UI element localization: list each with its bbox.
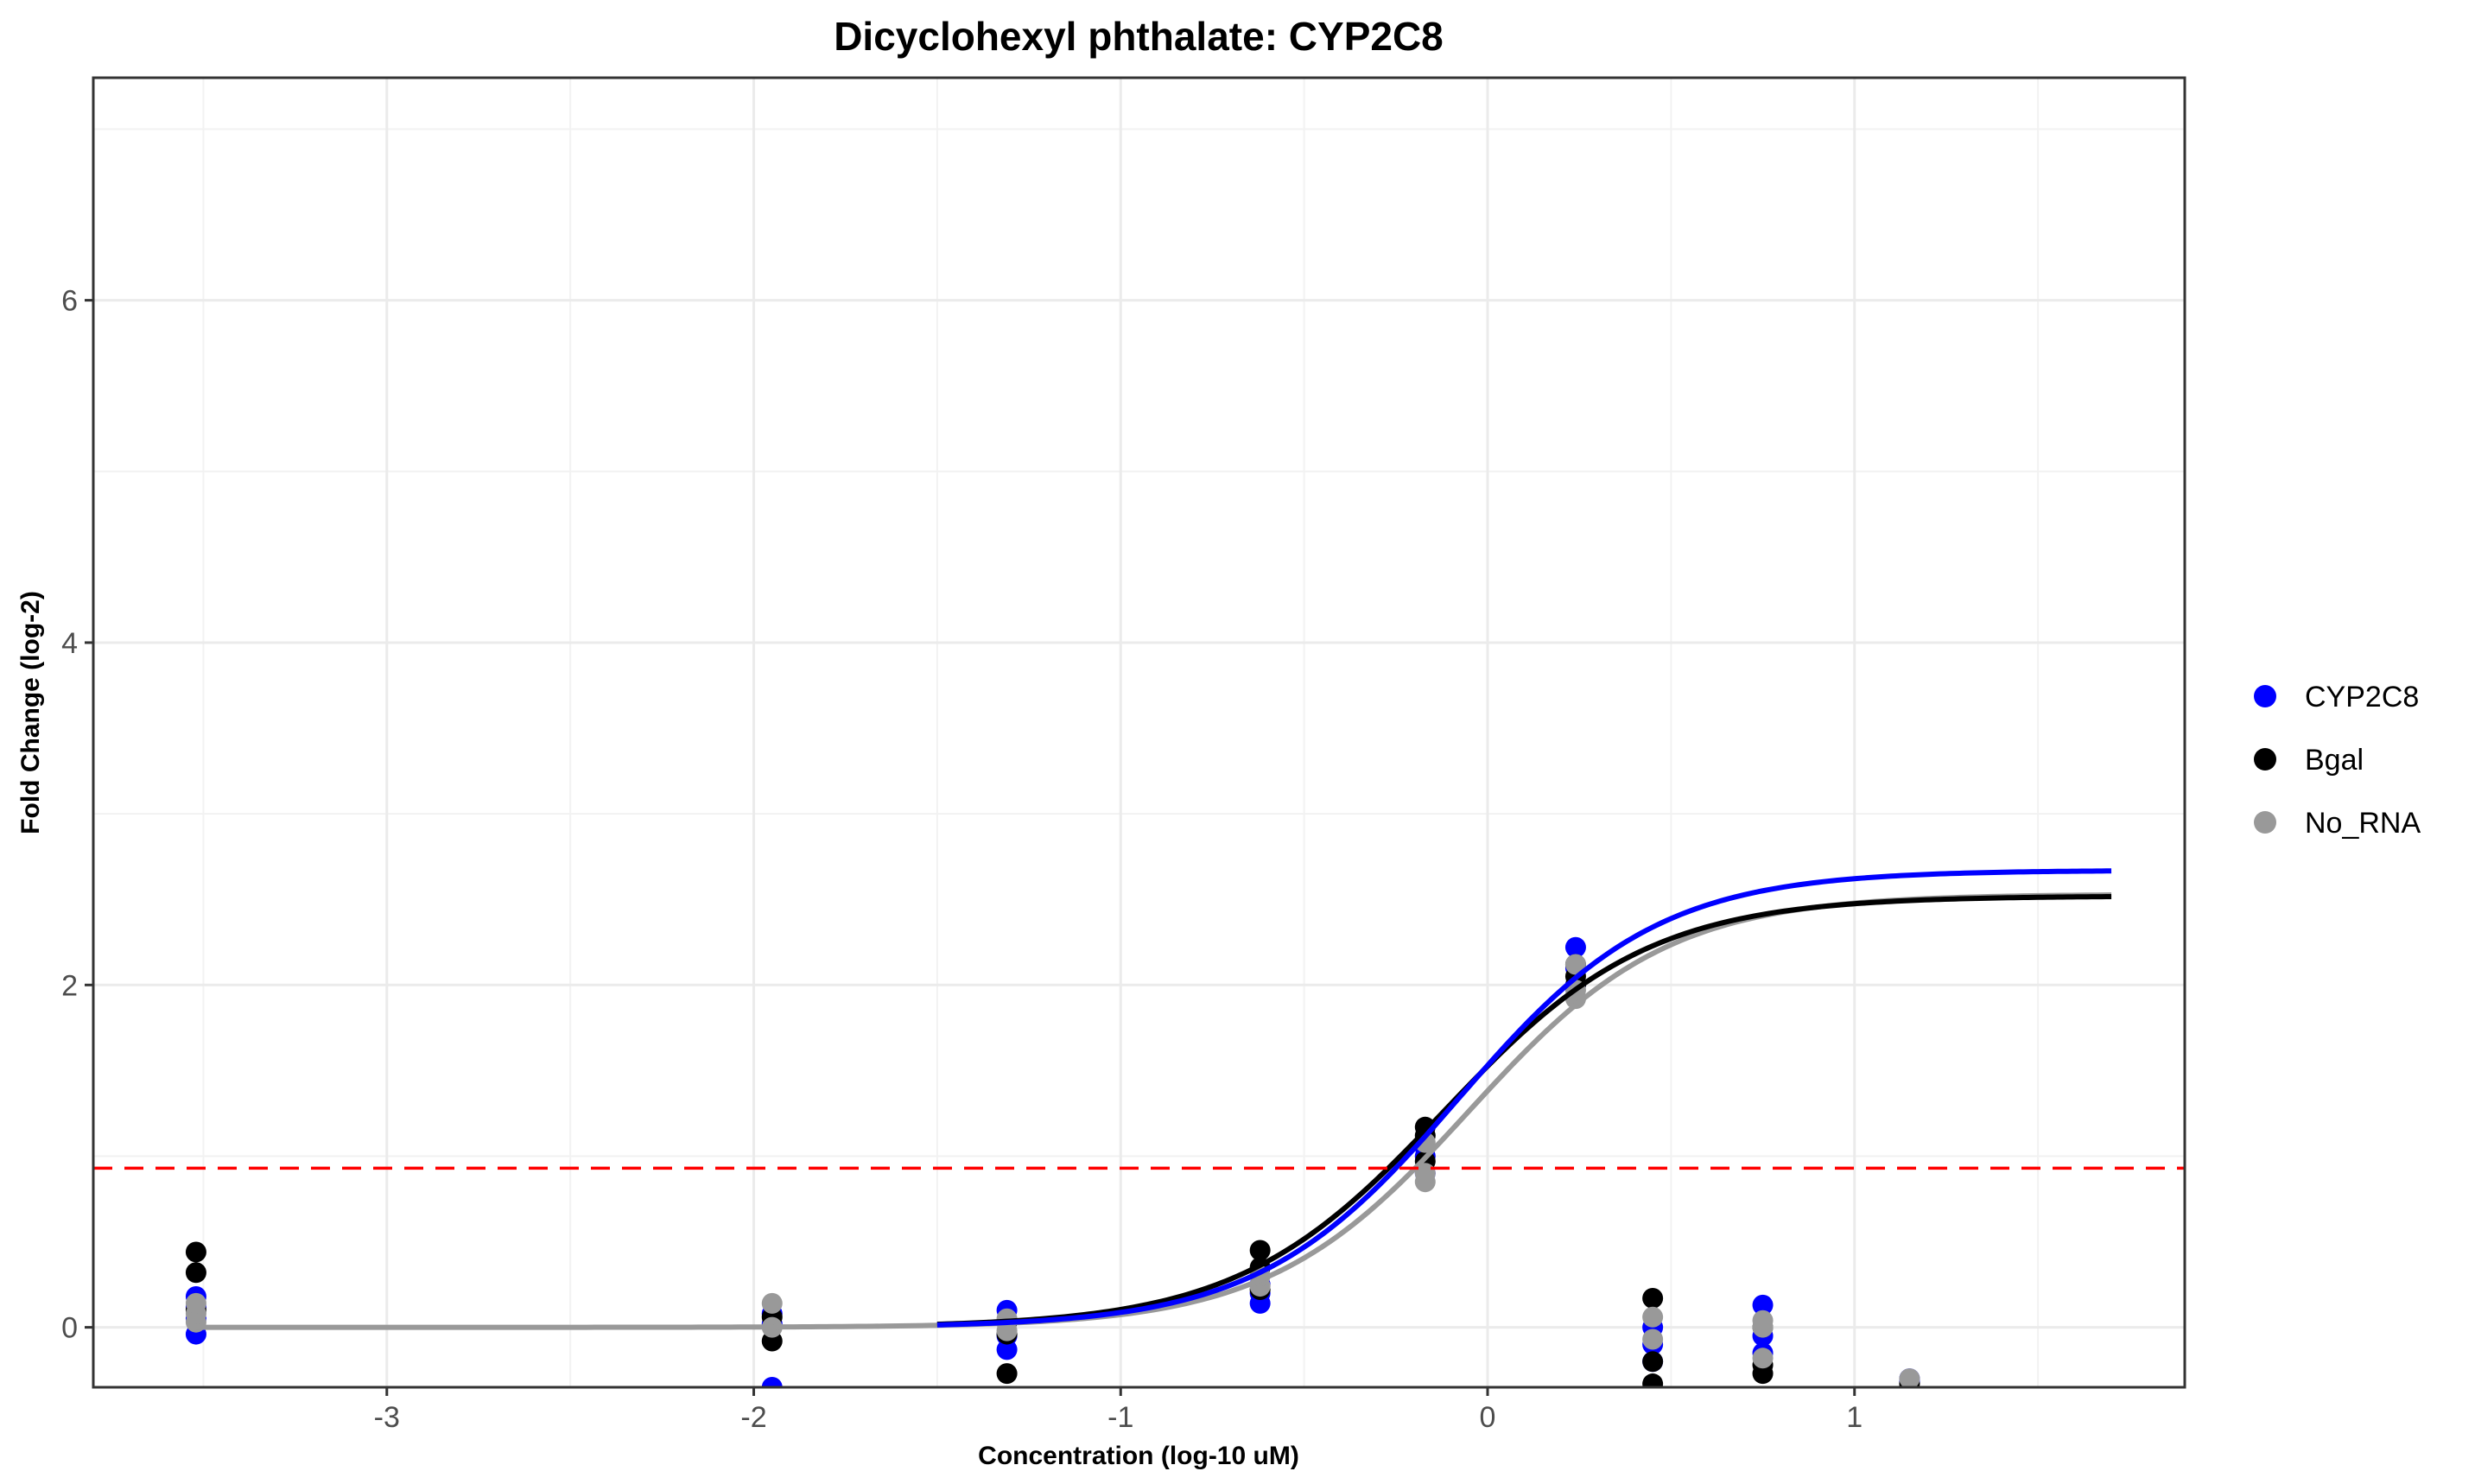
data-point-bgal — [1642, 1351, 1664, 1373]
y-tick-label: 4 — [61, 627, 78, 660]
data-point-no-rna — [185, 1292, 206, 1314]
legend: CYP2C8 Bgal No_RNA — [2254, 681, 2421, 840]
legend-key-bgal — [2254, 748, 2276, 771]
y-tick-label: 0 — [61, 1312, 78, 1345]
y-tick-label: 2 — [61, 969, 78, 1002]
data-point-bgal — [1642, 1287, 1664, 1309]
x-axis-title: Concentration (log-10 uM) — [978, 1442, 1299, 1470]
data-point-no-rna — [1414, 1163, 1436, 1184]
x-tick-label: 0 — [1480, 1401, 1496, 1434]
legend-label: CYP2C8 — [2305, 681, 2419, 713]
data-point-bgal — [1249, 1240, 1271, 1261]
data-point-bgal — [185, 1262, 206, 1284]
data-point-cyp2c8 — [1564, 936, 1586, 958]
y-axis-title: Fold Change (log-2) — [16, 591, 45, 834]
y-tick-label: 6 — [61, 285, 78, 318]
data-point-bgal — [1642, 1373, 1664, 1387]
data-point-bgal — [996, 1363, 1018, 1385]
data-point-cyp2c8 — [761, 1377, 783, 1387]
legend-label: No_RNA — [2305, 807, 2421, 840]
data-point-cyp2c8 — [1752, 1294, 1774, 1316]
data-point-no-rna — [1642, 1306, 1664, 1328]
chart-title: Dicyclohexyl phthalate: CYP2C8 — [834, 14, 1444, 59]
data-point-no-rna — [1752, 1348, 1774, 1369]
panel-border — [92, 76, 2186, 1389]
data-point-no-rna — [1899, 1368, 1920, 1387]
data-point-bgal — [185, 1241, 206, 1263]
data-point-no-rna — [1752, 1310, 1774, 1331]
data-point-no-rna — [1642, 1329, 1664, 1350]
legend-key-cyp2c8 — [2254, 685, 2276, 707]
fit-curve-bgal — [936, 894, 2112, 1328]
data-point-no-rna — [1564, 954, 1586, 975]
legend-key-no-rna — [2254, 811, 2276, 834]
x-tick-label: -2 — [740, 1401, 766, 1434]
data-layer — [93, 868, 2185, 1387]
x-tick-label: -3 — [374, 1401, 400, 1434]
plot-area: -3 -2 -1 0 1 0 2 4 6 — [61, 76, 2186, 1434]
legend-label: Bgal — [2305, 744, 2364, 777]
fit-curve-cyp2c8 — [936, 868, 2112, 1328]
panel-background — [93, 78, 2185, 1387]
data-point-no-rna — [761, 1292, 783, 1314]
x-tick-label: 1 — [1846, 1401, 1863, 1434]
x-tick-label: -1 — [1107, 1401, 1133, 1434]
